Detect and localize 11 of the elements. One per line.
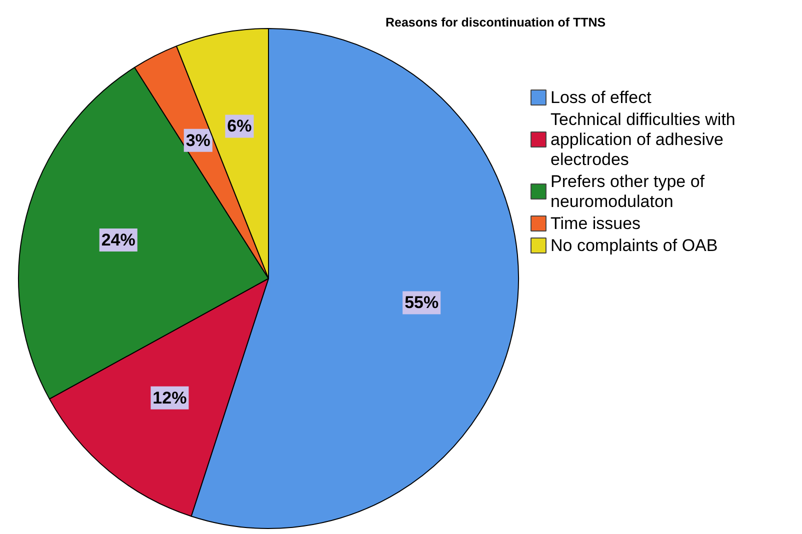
legend-label: Prefers other type of neuromodulaton bbox=[550, 172, 705, 211]
legend-label: Loss of effect bbox=[550, 88, 652, 107]
legend-label: No complaints of OAB bbox=[550, 236, 718, 255]
legend-label: Time issues bbox=[550, 214, 641, 233]
data-label: 24% bbox=[101, 230, 136, 250]
data-label: 3% bbox=[186, 130, 210, 150]
data-label: 12% bbox=[152, 388, 187, 408]
legend-title: Reasons for discontinuation of TTNS bbox=[386, 16, 606, 30]
data-label: 55% bbox=[404, 293, 439, 312]
legend-label: Technical difficulties with application of adhesive electrodes bbox=[550, 110, 736, 169]
data-label: 6% bbox=[227, 116, 252, 136]
